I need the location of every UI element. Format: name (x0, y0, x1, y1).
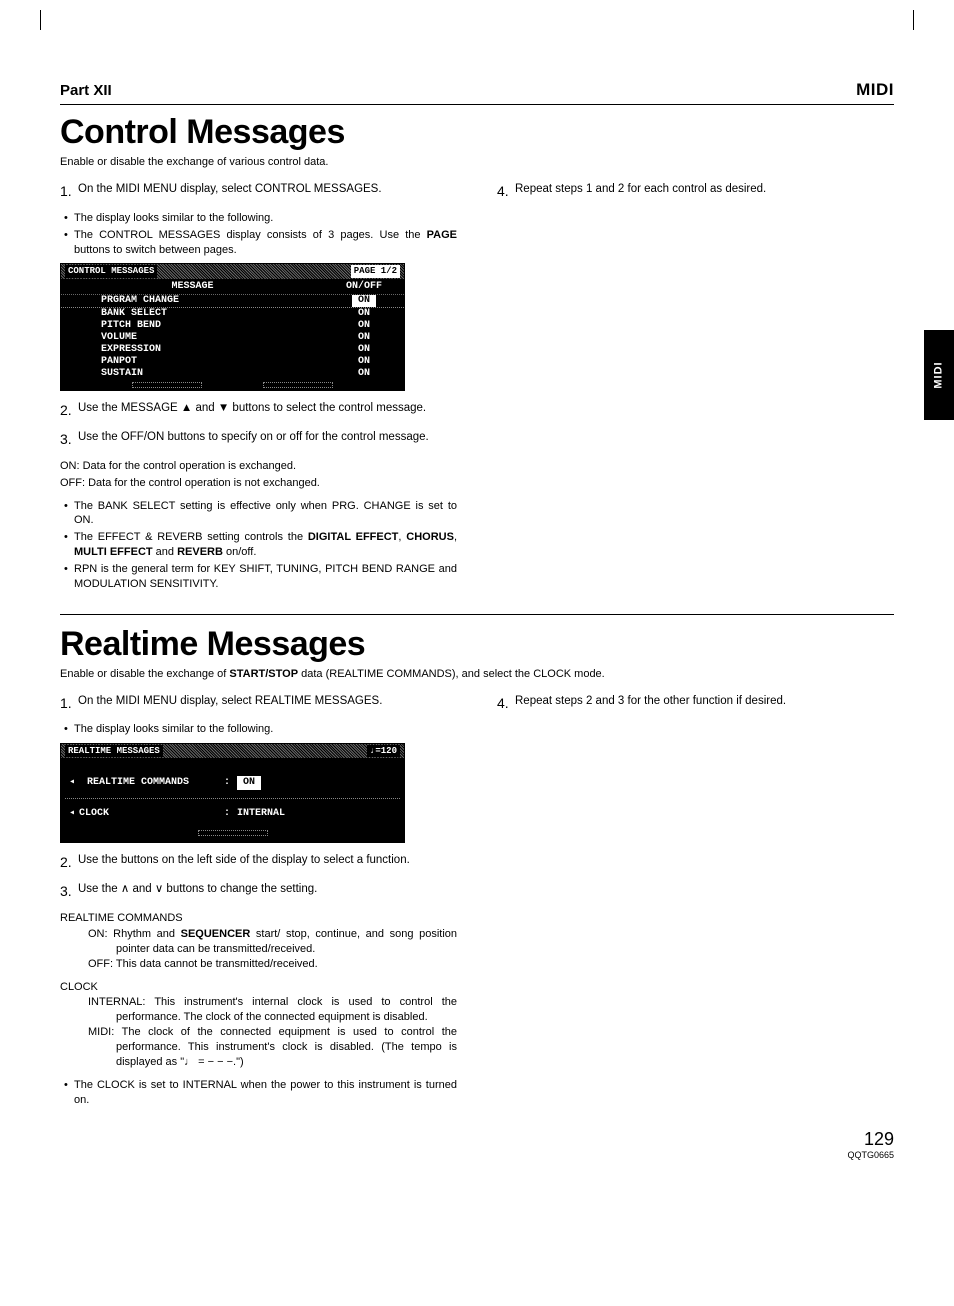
page-code: QQTG0665 (60, 1150, 894, 1160)
cm-step1-bullet2: The CONTROL MESSAGES display consists of… (64, 228, 457, 258)
lcd2-row1-label: REALTIME COMMANDS (77, 776, 217, 790)
rm-step-3: 3. Use the ∧ and ∨ buttons to change the… (60, 882, 457, 901)
control-messages-subtitle: Enable or disable the exchange of variou… (60, 156, 894, 168)
side-tab-midi: MIDI (924, 330, 954, 420)
lcd1-slider-left (132, 382, 202, 388)
rm-clock-note: The CLOCK is set to INTERNAL when the po… (64, 1078, 457, 1108)
lcd2-tempo: ♩=120 (367, 745, 400, 757)
lcd2-arrow-2: ◂ (69, 807, 77, 821)
realtime-messages-subtitle: Enable or disable the exchange of START/… (60, 668, 894, 680)
rm-step-1: 1. On the MIDI MENU display, select REAL… (60, 694, 457, 713)
lcd1-row: PANPOTON (61, 356, 404, 368)
cm-bullet-a: The BANK SELECT setting is effective onl… (64, 499, 457, 529)
cm-off-note: OFF: Data for the control operation is n… (60, 476, 457, 491)
control-messages-title: Control Messages (60, 113, 894, 152)
lcd2-title: REALTIME MESSAGES (65, 745, 163, 757)
cm-step-1: 1. On the MIDI MENU display, select CONT… (60, 182, 457, 201)
lcd2-arrow-1: ◂ (69, 776, 77, 790)
lcd1-col-message: MESSAGE (61, 280, 324, 294)
lcd1-row: BANK SELECTON (61, 308, 404, 320)
cm-step-4: 4. Repeat steps 1 and 2 for each control… (497, 182, 894, 201)
lcd2-row2-label: CLOCK (77, 807, 217, 821)
lcd1-row: PITCH BENDON (61, 320, 404, 332)
lcd1-row: EXPRESSIONON (61, 344, 404, 356)
cm-step-2: 2. Use the MESSAGE ▲ and ▼ buttons to se… (60, 401, 457, 420)
cm-step1-bullet1: The display looks similar to the followi… (64, 211, 457, 226)
page-number: 129 (60, 1129, 894, 1150)
rm-step-4: 4. Repeat steps 2 and 3 for the other fu… (497, 694, 894, 713)
lcd1-row: VOLUMEON (61, 332, 404, 344)
lcd2-row1-val: ON (237, 776, 261, 790)
realtime-messages-title: Realtime Messages (60, 625, 894, 664)
cm-on-note: ON: Data for the control operation is ex… (60, 459, 457, 474)
rm-clock-block: CLOCK INTERNAL: This instrument's intern… (60, 980, 457, 1070)
lcd1-row: PRGRAM CHANGEON (61, 295, 404, 308)
lcd2-slider (198, 830, 268, 836)
lcd2-row2-val: INTERNAL (237, 807, 285, 821)
lcd1-slider-right (263, 382, 333, 388)
page-header: Part XII MIDI (60, 80, 894, 105)
rm-step-2: 2. Use the buttons on the left side of t… (60, 853, 457, 872)
section-label: MIDI (856, 80, 894, 100)
part-label: Part XII (60, 82, 112, 99)
control-messages-lcd: CONTROL MESSAGES PAGE 1/2 MESSAGE ON/OFF… (60, 263, 405, 391)
cm-bullet-c: RPN is the general term for KEY SHIFT, T… (64, 562, 457, 592)
lcd1-page: PAGE 1/2 (351, 265, 400, 277)
rm-realtime-commands-block: REALTIME COMMANDS ON: Rhythm and SEQUENC… (60, 911, 457, 971)
cm-step-3: 3. Use the OFF/ON buttons to specify on … (60, 430, 457, 449)
realtime-messages-lcd: REALTIME MESSAGES ♩=120 ◂ REALTIME COMMA… (60, 743, 405, 843)
lcd1-col-onoff: ON/OFF (324, 280, 404, 294)
section-divider (60, 614, 894, 615)
cm-bullet-b: The EFFECT & REVERB setting controls the… (64, 530, 457, 560)
lcd1-title: CONTROL MESSAGES (65, 265, 157, 277)
lcd1-row: SUSTAINON (61, 368, 404, 380)
rm-step1-bullet1: The display looks similar to the followi… (64, 722, 457, 737)
